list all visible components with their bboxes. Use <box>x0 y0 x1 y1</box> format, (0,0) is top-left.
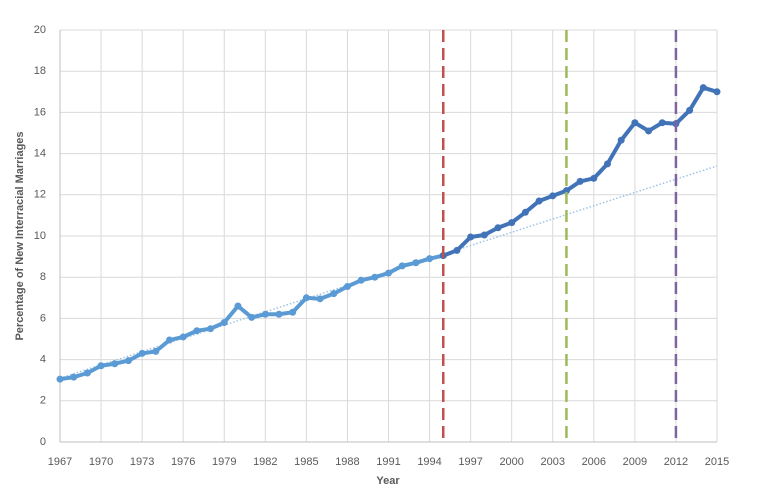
data-point <box>302 294 310 302</box>
data-point <box>604 160 611 168</box>
trendline <box>59 165 718 379</box>
x-tick-label: 1991 <box>376 456 400 468</box>
x-tick-label: 2015 <box>705 456 729 468</box>
data-point <box>480 231 488 239</box>
data-point <box>535 197 543 205</box>
data-point <box>343 282 351 290</box>
data-point <box>56 375 64 383</box>
x-axis-title: Year <box>376 475 400 487</box>
data-point <box>152 347 160 355</box>
x-tick-label: 1985 <box>294 456 318 468</box>
x-tick-label: 1976 <box>171 456 195 468</box>
data-point <box>289 308 297 316</box>
y-tick-label: 12 <box>34 189 46 201</box>
data-point <box>590 174 598 182</box>
data-point <box>124 357 132 365</box>
x-tick-label: 1982 <box>253 456 277 468</box>
x-tick-label: 2000 <box>499 456 523 468</box>
x-tick-label: 2003 <box>541 456 565 468</box>
data-point <box>220 319 228 327</box>
data-point <box>83 369 91 377</box>
data-point <box>521 208 529 216</box>
data-point <box>713 88 721 96</box>
x-tick-label: 1988 <box>335 456 359 468</box>
x-tick-label: 2006 <box>582 456 606 468</box>
data-point <box>494 224 502 232</box>
data-point <box>70 373 78 381</box>
y-tick-label: 18 <box>34 65 46 77</box>
data-point <box>467 233 475 241</box>
data-point <box>549 192 557 200</box>
x-tick-label: 1997 <box>458 456 482 468</box>
data-point <box>330 290 338 298</box>
data-point <box>426 255 434 263</box>
y-tick-label: 16 <box>34 106 46 118</box>
data-point <box>576 177 584 185</box>
x-tick-label: 1970 <box>89 456 113 468</box>
x-tick-label: 2009 <box>623 456 647 468</box>
y-tick-label: 20 <box>34 24 46 36</box>
x-tick-label: 2012 <box>664 456 688 468</box>
data-point <box>97 362 105 370</box>
data-point <box>645 127 653 135</box>
x-tick-label: 1967 <box>48 456 72 468</box>
x-tick-label: 1973 <box>130 456 154 468</box>
y-tick-label: 6 <box>40 312 46 324</box>
data-point <box>179 333 187 341</box>
data-point <box>686 106 694 114</box>
y-tick-label: 14 <box>34 148 46 160</box>
y-tick-label: 4 <box>40 354 46 366</box>
data-point <box>316 295 324 303</box>
data-point <box>193 327 201 335</box>
data-point <box>398 262 406 270</box>
data-point <box>138 349 146 357</box>
x-tick-label: 1979 <box>212 456 236 468</box>
data-point <box>234 302 242 310</box>
y-tick-label: 8 <box>40 271 46 283</box>
y-axis-title: Percentage of New Interracial Marriages <box>14 131 26 340</box>
data-point <box>412 259 420 267</box>
data-point <box>385 269 392 277</box>
data-point <box>562 187 570 195</box>
data-point <box>453 246 461 254</box>
data-point <box>631 119 639 127</box>
x-tick-label: 1994 <box>417 456 441 468</box>
y-tick-label: 0 <box>40 436 46 448</box>
y-tick-label: 2 <box>40 395 46 407</box>
data-point <box>111 360 119 368</box>
data-point <box>357 276 365 284</box>
data-point <box>658 119 666 127</box>
data-point <box>508 219 516 227</box>
data-point <box>617 136 625 144</box>
data-point <box>699 84 707 92</box>
data-point <box>166 336 173 344</box>
data-point <box>248 313 256 321</box>
data-point <box>371 273 379 281</box>
data-point <box>207 325 215 333</box>
y-tick-label: 10 <box>34 230 46 242</box>
data-point <box>261 310 269 318</box>
data-point <box>275 310 283 318</box>
